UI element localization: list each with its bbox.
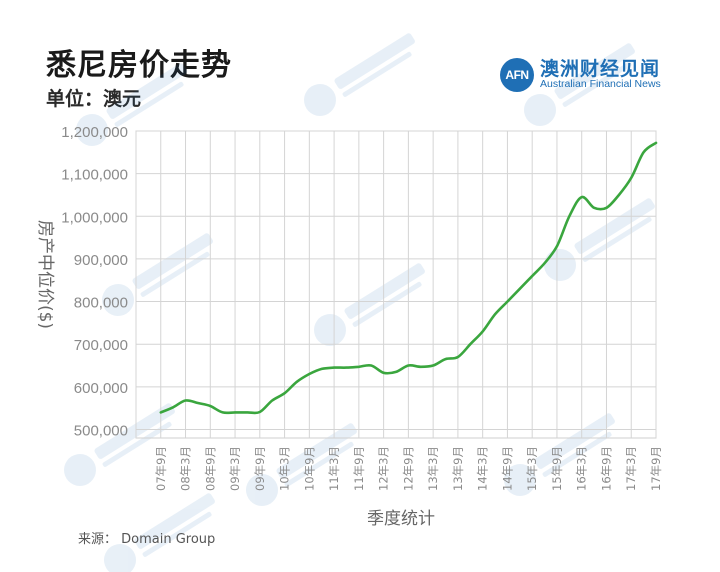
x-tick-label: 12年9月 [401,446,415,491]
x-tick-label: 08年9月 [203,446,217,491]
x-tick-label: 17年3月 [624,446,638,491]
y-tick-label: 1,000,000 [61,209,128,226]
y-tick-label: 600,000 [74,380,128,397]
data-source: 来源： Domain Group [78,532,216,547]
y-tick-label: 700,000 [74,337,128,354]
x-tick-label: 14年3月 [476,446,490,491]
series-layer [159,141,658,415]
afn-logo-name-en: Australian Financial News [540,78,661,91]
y-axis-ticks: 500,000 600,000 700,000 800,000 900,000 1,000… [61,124,128,439]
watermark-logo [504,413,615,496]
y-tick-label: 800,000 [74,295,128,312]
watermark-logo [76,63,187,146]
afn-logo-mark: AFN [500,58,534,92]
y-tick-label: 1,100,000 [61,167,128,184]
x-tick-label: 16年3月 [575,446,589,491]
series-line [159,141,658,415]
chart-title: 悉尼房价走势 [46,48,232,83]
watermark-logo [246,423,357,506]
watermark-logo [304,33,415,116]
watermark-logo [524,43,635,126]
afn-logo-text: 澳洲财经见闻 Australian Financial News [540,59,661,91]
x-tick-label: 09年9月 [253,446,267,491]
x-tick-label: 10年9月 [302,446,316,491]
x-axis-label: 季度统计 [367,509,435,529]
x-tick-label: 15年9月 [550,446,564,491]
x-tick-label: 17年9月 [649,446,663,491]
x-axis-ticks: 07年9月 08年3月 08年9月 09年3月 09年9月 10年3月 10年9月 11年3月… [154,446,663,491]
x-tick-label: 13年9月 [451,446,465,491]
watermark-logo [104,493,215,572]
watermark-logo [64,403,175,486]
y-tick-label: 900,000 [74,252,128,269]
watermark-logo [544,198,655,281]
x-tick-label: 13年3月 [426,446,440,491]
y-tick-label: 500,000 [74,422,128,439]
x-tick-label: 09年3月 [228,446,242,491]
watermark-layer [64,33,655,572]
x-tick-label: 12年3月 [377,446,391,491]
afn-logo: AFN 澳洲财经见闻 Australian Financial News [500,58,661,92]
x-tick-label: 10年3月 [278,446,292,491]
x-tick-label: 15年3月 [525,446,539,491]
afn-logo-name-cn: 澳洲财经见闻 [540,59,661,80]
x-tick-label: 11年9月 [352,446,366,491]
watermark-logo [102,233,213,316]
y-axis-label: 房产中位价($) [35,220,55,329]
watermark-logo [314,263,425,346]
x-tick-label: 14年9月 [500,446,514,491]
x-tick-label: 07年9月 [154,446,168,491]
chart-grid [135,130,657,439]
chart-unit: 单位：澳元 [46,88,142,110]
x-tick-label: 16年9月 [599,446,613,491]
x-tick-label: 11年3月 [327,446,341,491]
x-tick-label: 08年3月 [179,446,193,491]
y-tick-label: 1,200,000 [61,124,128,141]
